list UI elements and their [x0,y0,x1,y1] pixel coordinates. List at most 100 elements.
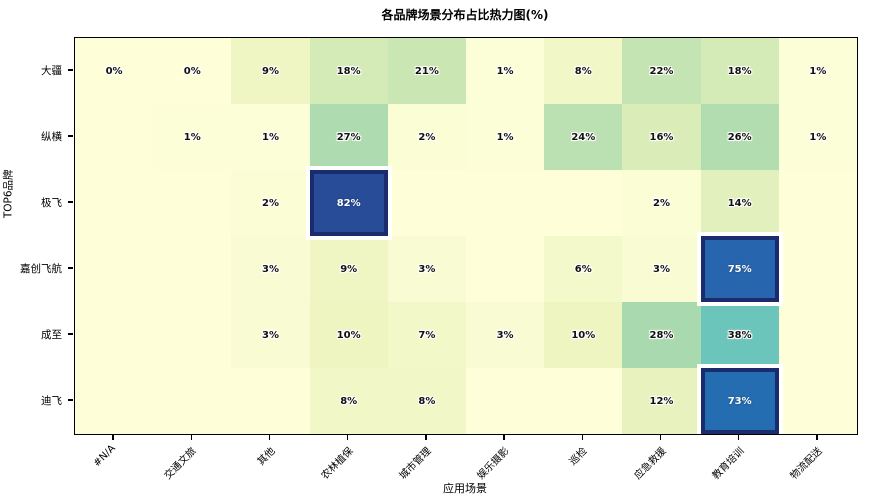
cell-value-label: 2% [261,197,279,209]
cell-value-label: 1% [809,65,827,77]
cell-value-label: 24% [571,131,596,143]
x-axis-title: 应用场景 [443,482,487,495]
x-tick-mark [425,435,427,440]
heatmap-cell [153,236,232,302]
cell-value-label: 6% [574,263,592,275]
cell-value-label: 8% [574,65,592,77]
y-tick-label-2: 极飞 [41,197,62,209]
x-tick-mark [112,435,114,440]
heatmap-cell [778,236,857,302]
cell-value-label: 3% [261,263,279,275]
cell-value-label: 1% [183,131,201,143]
heatmap-cell: 26% [700,104,779,170]
cell-value-label: 1% [809,131,827,143]
heatmap-cell: 3% [231,302,310,368]
y-tick-mark [68,399,73,401]
cell-value-label: 1% [496,65,514,77]
x-tick-mark [268,435,271,440]
heatmap-cell: 3% [622,236,701,302]
heatmap-cell: 1% [778,104,857,170]
cell-value-label: 3% [652,263,670,275]
heatmap-cell: 1% [153,104,232,170]
heatmap-cell: 2% [387,104,466,170]
heatmap-cell [231,368,310,434]
cell-value-label: 9% [340,263,358,275]
heatmap-cell [778,368,857,434]
heatmap-cell [778,302,857,368]
heatmap-cell: 82% [309,170,388,236]
heatmap-cell: 9% [309,236,388,302]
heatmap-cell: 14% [700,170,779,236]
y-tick-mark [68,267,73,269]
y-tick-mark [68,201,73,203]
cell-value-label: 10% [336,329,361,341]
heatmap-cell: 3% [387,236,466,302]
cell-value-label: 26% [727,131,752,143]
heatmap-cell: 1% [231,104,310,170]
heatmap-cell [466,368,545,434]
cell-value-label: 1% [261,131,279,143]
y-tick-label-5: 迪飞 [41,395,62,407]
y-tick-mark [68,69,73,71]
cell-value-label: 16% [649,131,674,143]
heatmap-cell [153,368,232,434]
cell-value-label: 12% [649,395,674,407]
cell-value-label: 28% [649,329,674,341]
y-axis-title: TOP6品牌 [2,169,15,219]
heatmap-cell: 12% [622,368,701,434]
cell-value-label: 75% [727,263,752,275]
heatmap-cell: 10% [309,302,388,368]
x-tick-mark [581,435,583,440]
x-tick-mark [738,435,740,440]
heatmap-cell: 6% [544,236,623,302]
cell-value-label: 8% [418,395,436,407]
heatmap-cell: 18% [309,38,388,104]
heatmap-cell [75,104,154,170]
cell-value-label: 82% [336,197,361,209]
heatmap-cell: 0% [153,38,232,104]
cell-value-label: 3% [496,329,514,341]
heatmap-cell: 8% [544,38,623,104]
cell-value-label: 73% [727,395,752,407]
cell-value-label: 2% [652,197,670,209]
cell-value-label: 0% [105,65,123,77]
cell-value-label: 10% [571,329,596,341]
x-tick-mark [816,435,818,440]
heatmap-cell: 10% [544,302,623,368]
y-tick-label-3: 嘉创飞航 [20,263,62,275]
cell-value-label: 14% [727,197,752,209]
cell-value-label: 8% [340,395,358,407]
cell-value-label: 3% [261,329,279,341]
heatmap-cell [387,170,466,236]
cell-value-label: 18% [727,65,752,77]
x-tick-mark [503,435,505,440]
cell-value-label: 9% [261,65,279,77]
heatmap-cell: 1% [466,104,545,170]
heatmap-cell [153,302,232,368]
heatmap-plot: 0% 0% 9% 18% 21% 1% 8% 22% 18% 1% 1% 1% 27% 2% 1% 24% 16… [74,37,858,435]
chart-title: 各品牌场景分布占比热力图(%) [381,8,549,22]
y-tick-label-0: 大疆 [41,65,62,77]
x-tick-mark [659,435,662,440]
heatmap-cell [75,170,154,236]
heatmap-cell: 27% [309,104,388,170]
cell-value-label: 2% [418,131,436,143]
cell-value-label: 21% [414,65,439,77]
heatmap-cell: 73% [700,368,779,434]
heatmap-cell: 28% [622,302,701,368]
heatmap-cell [75,302,154,368]
heatmap-cell: 1% [778,38,857,104]
heatmap-cell: 21% [387,38,466,104]
y-tick-mark [68,135,73,137]
heatmap-cell [544,170,623,236]
heatmap-cell [778,170,857,236]
y-tick-label-4: 成至 [41,329,62,341]
cell-value-label: 0% [183,65,201,77]
heatmap-cell: 38% [700,302,779,368]
heatmap-cell: 8% [387,368,466,434]
heatmap-cell: 16% [622,104,701,170]
heatmap-cell: 9% [231,38,310,104]
heatmap-cell [153,170,232,236]
heatmap-cell: 22% [622,38,701,104]
